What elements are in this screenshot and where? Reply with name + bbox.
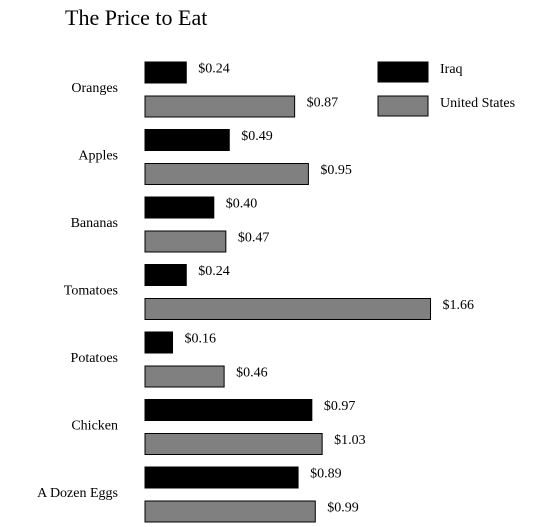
legend-label: Iraq xyxy=(440,62,463,77)
legend-swatch xyxy=(377,95,429,117)
value-label: $0.97 xyxy=(324,399,356,414)
value-label: $0.24 xyxy=(198,62,230,77)
bar xyxy=(144,61,187,84)
bar xyxy=(144,365,225,388)
value-label: $0.49 xyxy=(241,129,273,144)
bar xyxy=(144,466,299,489)
value-label: $0.24 xyxy=(198,264,230,279)
bar xyxy=(144,399,313,421)
bar xyxy=(144,433,323,455)
chart-title: The Price to Eat xyxy=(65,5,207,30)
category-label: Chicken xyxy=(71,419,118,434)
legend-label: United States xyxy=(440,96,515,111)
value-label: $1.66 xyxy=(443,298,475,313)
category-label: Tomatoes xyxy=(64,284,118,299)
category-label: A Dozen Eggs xyxy=(37,486,118,501)
value-label: $0.99 xyxy=(327,501,359,516)
value-label: $0.95 xyxy=(320,163,352,178)
bar xyxy=(144,196,215,219)
bar xyxy=(144,500,316,523)
value-label: $0.40 xyxy=(226,197,257,212)
value-label: $0.47 xyxy=(238,231,270,246)
value-label: $1.03 xyxy=(334,433,366,448)
bar xyxy=(144,331,174,354)
bar xyxy=(144,298,432,320)
legend-swatch xyxy=(377,61,429,83)
bar xyxy=(144,95,296,118)
bar xyxy=(144,230,227,253)
bar xyxy=(144,264,187,286)
value-label: $0.89 xyxy=(310,467,342,482)
category-label: Bananas xyxy=(71,216,118,231)
value-label: $0.16 xyxy=(185,332,217,347)
category-label: Potatoes xyxy=(71,351,118,366)
bar xyxy=(144,163,309,185)
value-label: $0.87 xyxy=(307,96,339,111)
category-label: Oranges xyxy=(71,81,118,96)
value-label: $0.46 xyxy=(236,366,268,381)
category-label: Apples xyxy=(78,149,118,164)
bar xyxy=(144,129,230,151)
